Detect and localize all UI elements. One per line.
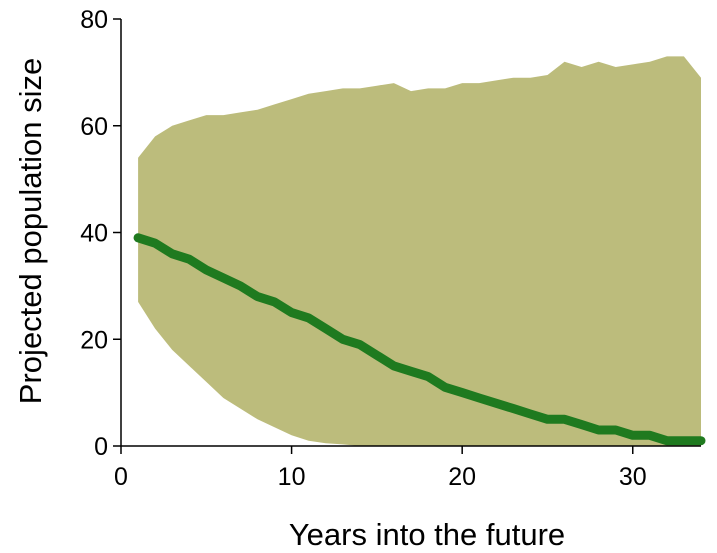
projection-band-layer xyxy=(138,56,702,447)
x-axis-title: Years into the future xyxy=(289,517,565,552)
y-tick-label: 80 xyxy=(80,6,108,34)
y-tick-label: 0 xyxy=(94,433,108,461)
x-tick-label: 20 xyxy=(448,463,476,491)
projection-line-layer xyxy=(133,233,706,446)
x-tick-label: 0 xyxy=(114,463,128,491)
projection-band xyxy=(138,56,702,447)
y-axis-title: Projected population size xyxy=(13,58,48,404)
x-tick-label: 30 xyxy=(619,463,647,491)
x-tick-label: 10 xyxy=(278,463,306,491)
y-tick-label: 40 xyxy=(80,220,108,248)
y-tick-label: 60 xyxy=(80,113,108,141)
axes xyxy=(113,18,701,454)
y-tick-label: 20 xyxy=(80,326,108,354)
axis-labels: 0 20 40 60 80 0 10 20 30 Years into the future Pro… xyxy=(13,6,647,552)
projection-line xyxy=(133,233,706,446)
